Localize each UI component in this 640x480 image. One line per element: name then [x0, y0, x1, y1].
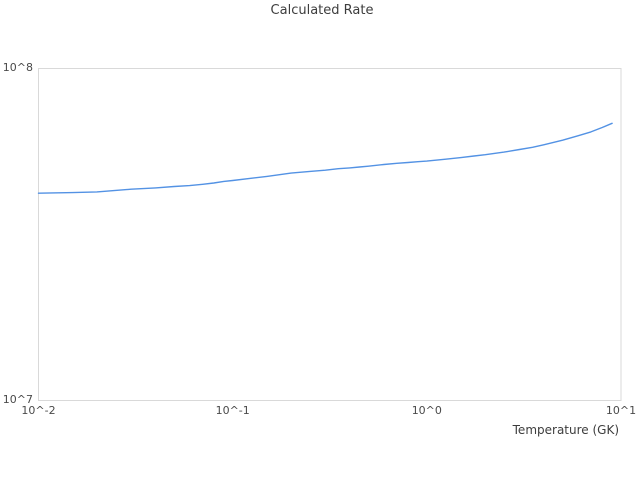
- calculated-rate-line: [37, 122, 613, 194]
- x-tick-label-1e-1: 10^-1: [215, 404, 250, 417]
- x-tick-label-1e1: 10^1: [605, 404, 637, 417]
- x-tick-label-1e-2: 10^-2: [21, 404, 56, 417]
- x-tick-label-1e0: 10^0: [411, 404, 442, 417]
- y-tick-label-1e7: 10^7: [2, 393, 33, 406]
- chart-title: Calculated Rate: [270, 3, 374, 18]
- y-tick-label-1e8: 10^8: [2, 61, 33, 74]
- x-axis-title: Temperature (GK): [512, 423, 619, 437]
- plot-border: [38, 68, 622, 401]
